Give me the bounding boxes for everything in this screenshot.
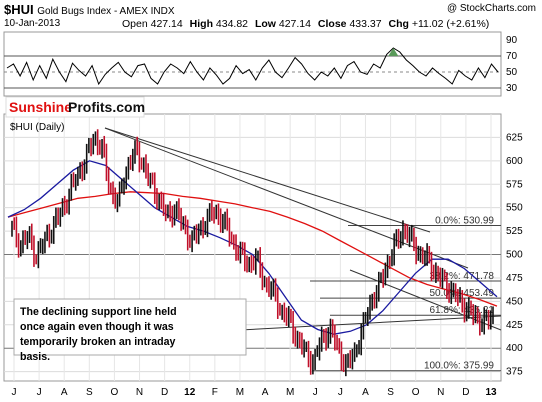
x-tick-label: D	[161, 387, 168, 398]
logo: Sunshine Profits.com	[5, 96, 145, 118]
fib-label: 100.0%: 375.99	[424, 361, 494, 372]
price-tick-label: 625	[506, 132, 523, 143]
chg-label: Chg	[388, 18, 409, 30]
x-tick-label: A	[362, 387, 369, 398]
logo-box	[5, 96, 145, 118]
price-tick-label: 525	[506, 226, 523, 237]
x-tick-label: 13	[485, 387, 497, 398]
rsi-line	[6, 47, 499, 86]
support-line	[239, 315, 502, 331]
x-tick-label: N	[437, 387, 444, 398]
close-value: 433.37	[349, 18, 382, 30]
logo-part2: Profits.com	[68, 99, 145, 115]
annotation-line: The declining support line held	[20, 306, 177, 318]
price-tick-label: 500	[506, 250, 523, 261]
x-tick-label: N	[136, 387, 143, 398]
fib-label: 38.2%: 471.78	[430, 271, 495, 282]
high-value: 434.82	[215, 18, 249, 30]
lower-resistance-line	[104, 127, 431, 233]
x-tick-label: M	[236, 387, 244, 398]
annotation-line: once again even though it was	[20, 321, 174, 333]
chg-value: +11.02 (+2.61%)	[411, 18, 490, 30]
x-tick-label: D	[462, 387, 469, 398]
price-tick-label: 425	[506, 320, 523, 331]
annotation: The declining support line held once agai…	[13, 298, 247, 363]
rsi-ticks: 90 70 50 30	[506, 35, 518, 94]
price-tick-label: 400	[506, 343, 523, 354]
low-value: 427.14	[278, 18, 311, 30]
open-label: Open	[122, 18, 148, 30]
rsi-panel: 90 70 50 30	[3, 31, 518, 97]
upper-resistance-line	[104, 127, 469, 269]
x-tick-label: J	[338, 387, 343, 398]
rsi-overbought-fill	[388, 48, 399, 56]
annotation-line: temporarily broken an intraday	[20, 336, 176, 348]
logo-part1: Sunshine	[9, 99, 72, 115]
x-tick-label: J	[12, 387, 17, 398]
price-tick-label: 475	[506, 273, 523, 284]
x-tick-label: O	[412, 387, 420, 398]
rsi-grid	[4, 55, 501, 89]
x-tick-label: O	[111, 387, 119, 398]
x-tick-label: S	[387, 387, 394, 398]
x-axis-labels: J J A S O N D 12 F M A M J J A S O N D 13	[12, 387, 497, 398]
annotation-text: The declining support line held once agai…	[20, 306, 177, 363]
x-tick-label: J	[37, 387, 42, 398]
close-label: Close	[317, 18, 347, 30]
rsi-tick-label: 90	[506, 35, 518, 46]
panel-title: $HUI (Daily)	[10, 122, 64, 133]
rsi-tick-label: 50	[506, 67, 518, 78]
x-tick-label: 12	[184, 387, 196, 398]
ohlc-readout: Open 427.14 High 434.82 Low 427.14 Close…	[122, 18, 489, 30]
price-tick-label: 600	[506, 156, 523, 167]
fib-label: 0.0%: 530.99	[435, 215, 494, 226]
price-ticks: 375 400 425 450 475 500 525 550 575 600 625	[506, 132, 523, 377]
x-tick-label: F	[212, 387, 218, 398]
low-label: Low	[254, 18, 276, 30]
rsi-tick-label: 70	[506, 51, 518, 62]
x-tick-label: J	[313, 387, 318, 398]
x-tick-label: A	[61, 387, 68, 398]
price-tick-label: 450	[506, 296, 523, 307]
price-tick-label: 575	[506, 179, 523, 190]
annotation-line: basis.	[20, 351, 50, 363]
rsi-frame	[3, 31, 502, 97]
price-tick-label: 550	[506, 203, 523, 214]
price-bars	[11, 129, 494, 377]
annotation-box	[13, 298, 247, 356]
chart-title: $HUI Gold Bugs Index - AMEX INDX	[4, 2, 175, 17]
index-name: Gold Bugs Index - AMEX INDX	[37, 6, 175, 17]
ma-red-line	[7, 191, 498, 307]
chart-date: 10-Jan-2013	[4, 18, 61, 29]
high-label: High	[189, 18, 213, 30]
x-tick-label: A	[262, 387, 269, 398]
x-tick-label: S	[86, 387, 93, 398]
price-tick-label: 375	[506, 367, 523, 378]
rsi-tick-label: 30	[506, 83, 518, 94]
copyright: @ StockCharts.com	[446, 3, 536, 14]
open-value: 427.14	[150, 18, 183, 30]
ma-blue-line	[7, 160, 498, 335]
symbol: $HUI	[4, 2, 34, 17]
x-tick-label: M	[286, 387, 294, 398]
